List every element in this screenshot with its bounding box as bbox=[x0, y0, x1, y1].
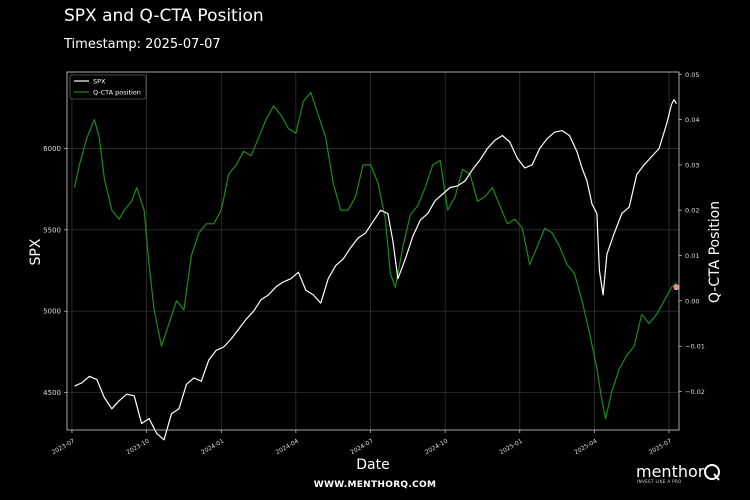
y2-axis-label: Q-CTA Position bbox=[707, 201, 723, 303]
chart-title: SPX and Q-CTA Position bbox=[64, 6, 264, 26]
brand-q-icon bbox=[704, 464, 720, 481]
x-tick-label: 2024-07 bbox=[349, 438, 374, 457]
legend: SPX Q-CTA position bbox=[69, 74, 147, 100]
y2-tick-label: −0.02 bbox=[685, 388, 705, 396]
x-tick-label: 2025-01 bbox=[499, 438, 524, 457]
brand-logo: menthor INVEST LIKE A PRO bbox=[636, 462, 726, 488]
plot-frame bbox=[66, 71, 680, 431]
grid-layer bbox=[67, 72, 679, 430]
y-tick-label: 5000 bbox=[43, 308, 61, 316]
series-layer bbox=[73, 91, 680, 441]
y-tick-label: 5500 bbox=[43, 226, 61, 234]
y2-tick-label: 0.02 bbox=[685, 207, 699, 215]
x-axis-label: Date bbox=[356, 457, 389, 473]
x-tick-label: 2025-07 bbox=[648, 438, 673, 457]
y2-tick-label: 0.01 bbox=[685, 252, 699, 260]
legend-label-cta: Q-CTA position bbox=[93, 89, 141, 97]
footer-url: WWW.MENTHORQ.COM bbox=[313, 480, 437, 490]
y2-tick-label: 0.03 bbox=[685, 161, 699, 169]
x-tick-label: 2024-01 bbox=[200, 438, 225, 457]
last-value-marker bbox=[673, 284, 680, 291]
legend-label-spx: SPX bbox=[93, 78, 106, 86]
y-axis-left: 4500 5000 5500 6000 bbox=[43, 145, 67, 397]
chart-subtitle: Timestamp: 2025-07-07 bbox=[64, 37, 221, 52]
y-axis-label: SPX bbox=[28, 238, 44, 265]
x-tick-label: 2024-04 bbox=[275, 438, 300, 457]
series-line-cta bbox=[73, 91, 677, 420]
x-tick-label: 2025-04 bbox=[573, 438, 598, 457]
brand-tagline: INVEST LIKE A PRO bbox=[637, 479, 682, 484]
y2-tick-label: 0.00 bbox=[685, 297, 699, 305]
y2-tick-label: 0.05 bbox=[685, 71, 699, 79]
brand-name: menthor bbox=[636, 462, 705, 481]
x-axis: 2023-07 2023-10 2024-01 2024-04 2024-07 2024-… bbox=[51, 430, 673, 456]
y-tick-label: 4500 bbox=[43, 389, 61, 397]
y-tick-label: 6000 bbox=[43, 145, 61, 153]
x-tick-label: 2023-07 bbox=[51, 438, 76, 457]
x-tick-label: 2024-10 bbox=[424, 438, 449, 457]
x-tick-label: 2023-10 bbox=[125, 438, 150, 457]
y2-tick-label: 0.04 bbox=[685, 116, 699, 124]
y2-tick-label: −0.01 bbox=[685, 343, 705, 351]
series-line-spx bbox=[74, 99, 678, 441]
y-axis-right: −0.02 −0.01 0.00 0.01 0.02 0.03 0.04 0.05 bbox=[679, 71, 705, 396]
